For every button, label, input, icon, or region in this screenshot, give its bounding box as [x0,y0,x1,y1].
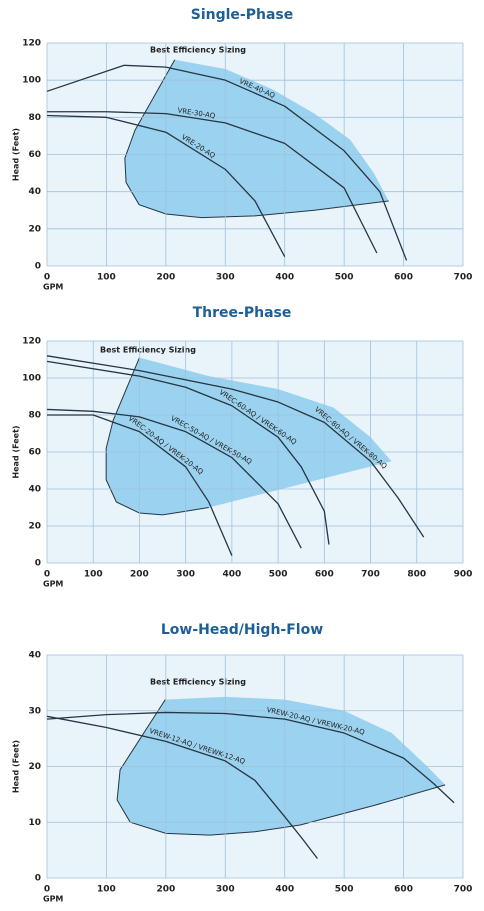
y-tick-label: 20 [28,522,41,532]
y-tick-label: 100 [22,374,41,384]
pump-curve [46,408,302,549]
x-tick-label: 800 [407,570,426,580]
x-tick-label: 700 [454,885,473,895]
pump-curve [46,360,330,545]
x-tick-label: 100 [84,570,103,580]
chart-title: Single-Phase [191,7,293,23]
x-tick-label: 600 [394,885,413,895]
x-tick-label: 500 [335,885,354,895]
y-tick-label: 100 [22,76,41,86]
y-tick-label: 10 [28,818,41,828]
x-tick-label: 300 [216,273,235,283]
pump-curve [47,414,233,556]
y-tick-label: 20 [28,762,41,772]
y-tick-label: 120 [22,39,41,49]
y-tick-label: 40 [28,485,41,495]
efficiency-region [117,696,446,836]
annotation: Best Efficiency Sizing [100,346,196,355]
x-tick-label: 100 [97,273,116,283]
efficiency-region-edge [105,357,209,516]
efficiency-region [124,59,389,218]
x-tick-label: 300 [176,570,195,580]
y-tick-label: 0 [35,559,41,569]
y-tick-label: 80 [28,411,41,421]
y-tick-label: 0 [35,874,41,884]
x-tick-label: 0 [44,570,50,580]
x-tick-label: 400 [275,885,294,895]
y-tick-label: 120 [22,337,41,347]
y-tick-label: 0 [35,262,41,272]
x-tick-label: 600 [315,570,334,580]
x-tick-label: 400 [222,570,241,580]
x-tick-label: 600 [394,273,413,283]
y-tick-label: 40 [28,187,41,197]
x-tick-label: 700 [361,570,380,580]
y-tick-label: 40 [28,651,41,661]
chart-title: Three-Phase [193,305,292,321]
x-tick-label: 300 [216,885,235,895]
x-tick-label: 200 [156,273,175,283]
x-tick-label: 700 [454,273,473,283]
annotation: Best Efficiency Sizing [150,678,246,687]
efficiency-region-edge [116,699,446,836]
x-tick-label: 500 [335,273,354,283]
x-tick-label: 400 [275,273,294,283]
x-axis-label: GPM [43,895,63,904]
x-axis-label: GPM [43,580,63,589]
x-tick-label: 200 [130,570,149,580]
x-axis-label: GPM [43,283,63,292]
pump-curve [47,111,378,254]
y-tick-label: 80 [28,113,41,123]
x-tick-label: 200 [156,885,175,895]
y-tick-label: 60 [28,448,41,458]
efficiency-region [106,357,392,515]
y-axis-label: Head (Feet) [12,740,21,793]
x-tick-label: 500 [269,570,288,580]
pump-curve [46,715,318,859]
pump-curve [46,64,408,261]
y-axis-label: Head (Feet) [12,128,21,181]
y-tick-label: 20 [28,224,41,234]
x-tick-label: 0 [44,273,50,283]
pump-curve [46,711,455,804]
y-tick-label: 30 [28,706,41,716]
annotation: Best Efficiency Sizing [150,46,246,55]
chart-title: Low-Head/High-Flow [161,622,323,638]
x-tick-label: 900 [454,570,473,580]
y-axis-label: Head (Feet) [12,425,21,478]
x-tick-label: 0 [44,885,50,895]
pump-curve [46,114,286,258]
pump-curve [46,355,425,538]
y-tick-label: 60 [28,150,41,160]
x-tick-label: 100 [97,885,116,895]
